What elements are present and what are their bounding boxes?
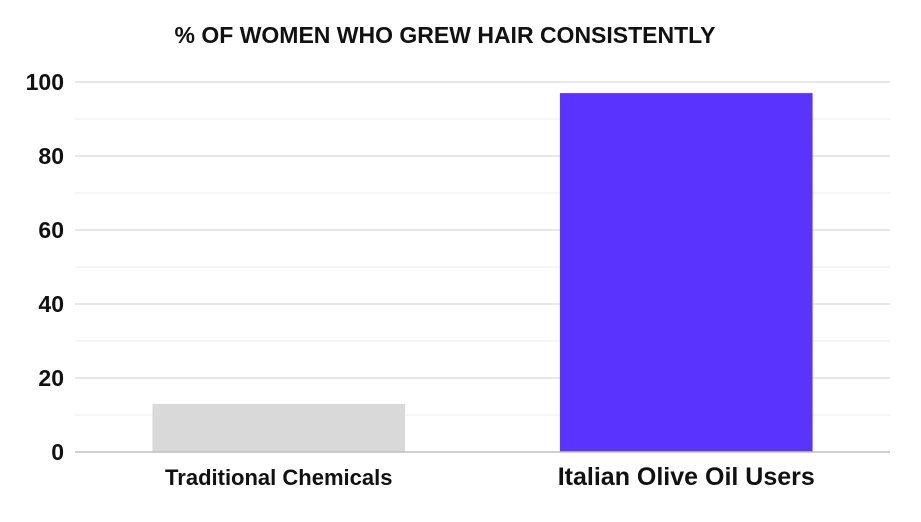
bar-traditional-chemicals: [152, 403, 406, 452]
x-axis-categories: Traditional Chemicals Italian Olive Oil U…: [165, 463, 815, 491]
y-tick-label: 80: [38, 143, 64, 169]
y-tick-label: 100: [26, 69, 64, 95]
y-axis-ticks: 0 20 40 60 80 100: [26, 69, 64, 465]
y-tick-label: 20: [38, 365, 64, 391]
y-tick-label: 60: [38, 217, 64, 243]
x-category-label: Italian Olive Oil Users: [558, 463, 815, 491]
y-tick-label: 0: [51, 439, 64, 465]
chart-title: % OF WOMEN WHO GREW HAIR CONSISTENTLY: [174, 22, 716, 48]
bar-italian-olive-oil-users: [559, 93, 813, 452]
bars: [152, 93, 813, 452]
y-tick-label: 40: [38, 291, 64, 317]
x-category-label: Traditional Chemicals: [165, 465, 392, 490]
